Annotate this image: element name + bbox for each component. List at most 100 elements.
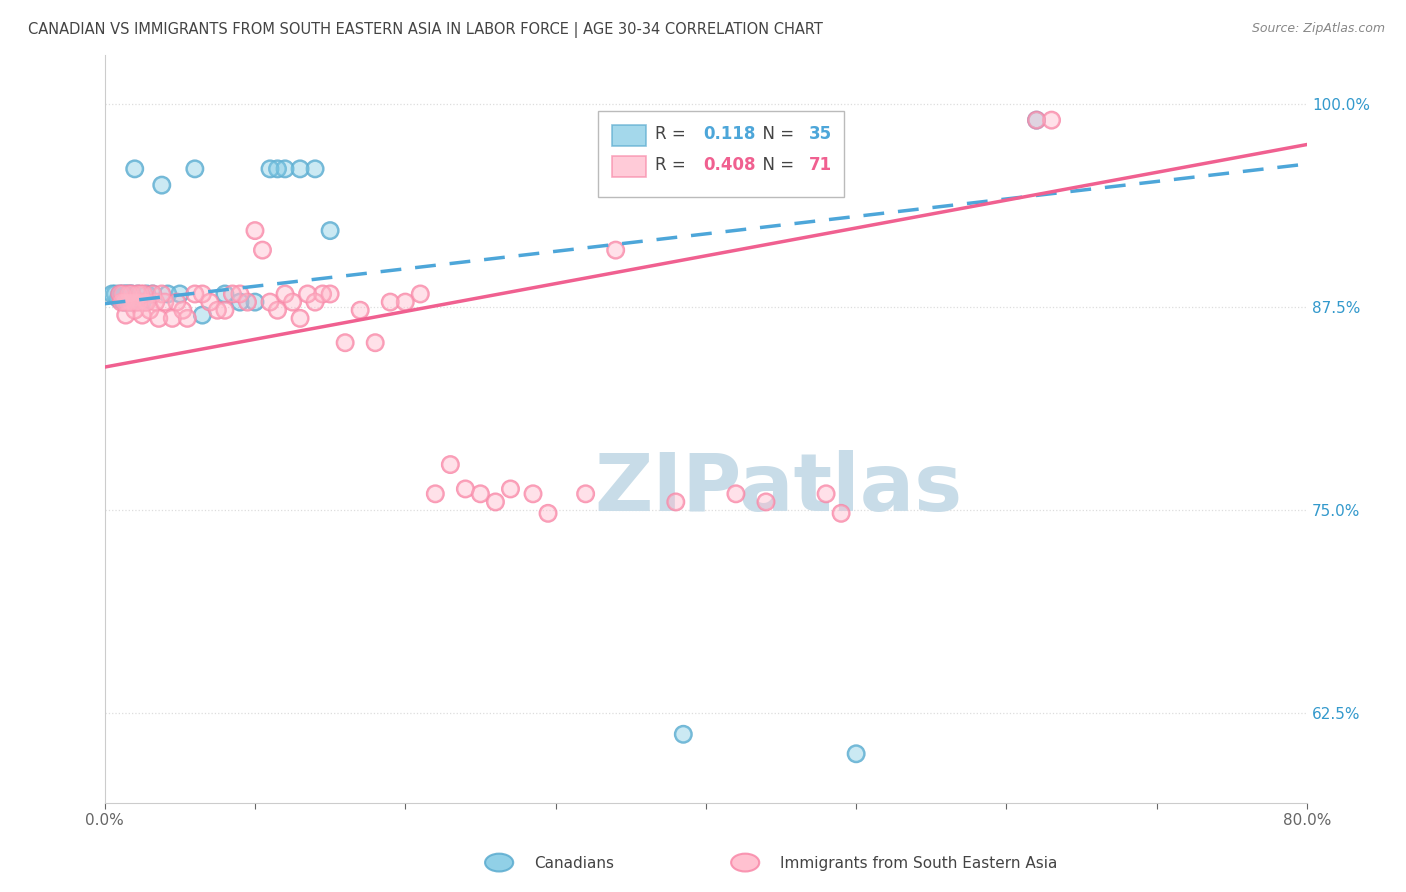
Point xyxy=(139,303,162,318)
Point xyxy=(122,295,145,310)
Point xyxy=(120,287,142,301)
Point xyxy=(537,506,560,520)
Point xyxy=(191,287,214,301)
Point xyxy=(132,287,155,301)
Point xyxy=(288,161,311,176)
Point xyxy=(229,295,252,310)
Point xyxy=(108,287,131,301)
Point xyxy=(118,295,141,310)
Point xyxy=(274,287,297,301)
Point xyxy=(221,287,243,301)
Point xyxy=(425,487,447,501)
Point xyxy=(575,487,598,501)
Point xyxy=(522,487,544,501)
Point xyxy=(672,727,695,741)
Point xyxy=(1040,113,1063,128)
Point xyxy=(107,292,129,306)
Point xyxy=(499,482,522,496)
Point xyxy=(229,295,252,310)
Point xyxy=(1025,113,1047,128)
Point xyxy=(221,287,243,301)
Point xyxy=(470,487,492,501)
Point xyxy=(198,295,221,310)
Point xyxy=(124,161,146,176)
Point xyxy=(122,295,145,310)
Point xyxy=(252,243,274,257)
Point xyxy=(121,287,143,301)
Point xyxy=(148,311,170,326)
Point xyxy=(120,287,142,301)
Point xyxy=(128,295,150,310)
Point xyxy=(118,287,141,301)
Text: Canadians: Canadians xyxy=(534,856,614,871)
Point xyxy=(127,287,149,301)
Point xyxy=(288,311,311,326)
Point xyxy=(259,295,281,310)
Point xyxy=(394,295,416,310)
Point xyxy=(129,287,152,301)
Point xyxy=(112,295,135,310)
Point xyxy=(349,303,371,318)
Point xyxy=(142,287,165,301)
Point xyxy=(131,295,153,310)
Point xyxy=(207,303,229,318)
Point xyxy=(333,335,356,350)
Point xyxy=(297,287,319,301)
Point xyxy=(112,295,135,310)
Point xyxy=(142,287,165,301)
Point xyxy=(439,458,461,472)
Point xyxy=(108,287,131,301)
Point xyxy=(162,311,184,326)
Point xyxy=(243,295,266,310)
Point xyxy=(333,335,356,350)
Text: N =: N = xyxy=(752,156,799,174)
Point xyxy=(184,287,207,301)
Point xyxy=(304,161,326,176)
Point xyxy=(114,287,136,301)
Point xyxy=(259,161,281,176)
Point xyxy=(288,311,311,326)
Point xyxy=(169,287,191,301)
Point xyxy=(124,303,146,318)
Point xyxy=(121,287,143,301)
Point xyxy=(665,495,688,509)
Point xyxy=(114,287,136,301)
Point xyxy=(121,287,143,301)
Point xyxy=(127,287,149,301)
Point xyxy=(150,178,173,193)
Point xyxy=(135,287,157,301)
Point xyxy=(311,287,333,301)
Text: Immigrants from South Eastern Asia: Immigrants from South Eastern Asia xyxy=(780,856,1057,871)
Point xyxy=(304,295,326,310)
Point xyxy=(111,287,134,301)
Point xyxy=(172,303,194,318)
Point xyxy=(101,287,124,301)
Point xyxy=(120,295,142,310)
Point xyxy=(114,308,136,322)
Point xyxy=(150,287,173,301)
Point xyxy=(112,295,135,310)
Point xyxy=(214,303,236,318)
Point xyxy=(755,495,778,509)
Text: 0.408: 0.408 xyxy=(703,156,756,174)
Point xyxy=(409,287,432,301)
Point xyxy=(145,295,167,310)
Point xyxy=(142,287,165,301)
Point xyxy=(319,224,342,238)
Point xyxy=(454,482,477,496)
Point xyxy=(156,287,179,301)
Point xyxy=(112,295,135,310)
Point xyxy=(153,295,176,310)
Point xyxy=(191,287,214,301)
Point xyxy=(111,287,134,301)
Point xyxy=(266,161,288,176)
Point xyxy=(145,295,167,310)
Point xyxy=(815,487,838,501)
Point xyxy=(214,303,236,318)
Point xyxy=(274,287,297,301)
Point xyxy=(128,295,150,310)
Point xyxy=(409,287,432,301)
Point xyxy=(172,303,194,318)
Point xyxy=(198,295,221,310)
Point xyxy=(129,287,152,301)
